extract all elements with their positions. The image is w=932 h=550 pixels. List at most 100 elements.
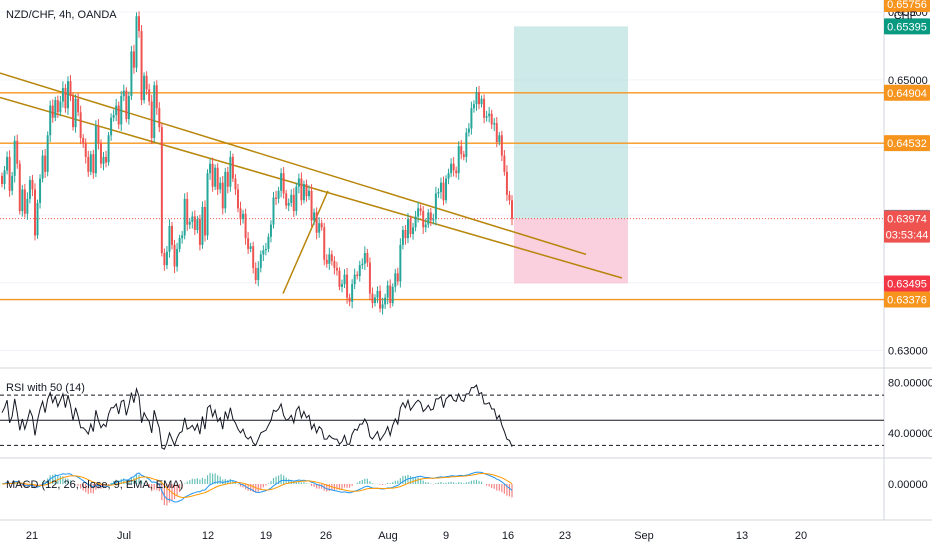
candle-body [465, 132, 468, 157]
candle-body [308, 190, 311, 197]
candle-body [74, 98, 77, 128]
candle-body [404, 230, 407, 239]
x-tick-label: 12 [202, 530, 214, 542]
candle-body [305, 184, 308, 197]
candle-body [498, 135, 501, 143]
candle-body [401, 230, 404, 245]
candle-body [442, 182, 445, 201]
candle-body [412, 227, 415, 235]
candle-body [214, 167, 217, 187]
candle-body [292, 194, 295, 212]
x-tick-label: Jul [117, 530, 131, 542]
stop-zone [514, 218, 628, 284]
candle-body [21, 189, 24, 212]
candle-body [490, 113, 493, 125]
candle-body [84, 143, 87, 157]
price-badge [884, 291, 930, 308]
candle-body [163, 253, 166, 266]
candle-body [69, 81, 72, 97]
candle-body [66, 81, 69, 109]
candle-body [44, 155, 47, 172]
currency-label: CHF [894, 10, 917, 22]
candle-body [429, 212, 432, 221]
candle-body [346, 274, 349, 298]
candle-body [356, 274, 359, 276]
candle-body [115, 105, 118, 115]
candle-body [439, 182, 442, 193]
candle-body [511, 200, 513, 219]
candle-body [239, 208, 242, 220]
candle-body [117, 105, 120, 125]
candle-body [89, 154, 92, 172]
price-badge-label: 0.65395 [887, 21, 927, 33]
x-tick-label: Aug [378, 530, 398, 542]
candle-body [267, 236, 270, 249]
candle-body [297, 178, 300, 187]
candle-body [211, 163, 214, 187]
x-tick-label: 19 [260, 530, 272, 542]
candle-body [450, 163, 453, 174]
candle-body [36, 202, 39, 236]
candle-body [414, 216, 417, 228]
candle-body [54, 100, 57, 118]
x-tick-label: 9 [443, 530, 449, 542]
x-tick-label: 20 [795, 530, 807, 542]
candle-body [363, 253, 366, 264]
candle-body [203, 207, 206, 236]
candle-body [11, 175, 14, 191]
candle-body [480, 98, 483, 105]
candle-body [500, 135, 503, 156]
candle-body [295, 186, 298, 212]
candle-body [209, 163, 212, 174]
candle-body [424, 224, 427, 228]
price-badge-label: 0.64904 [887, 88, 927, 100]
price-badge-label: 0.63376 [887, 295, 927, 307]
candle-body [275, 197, 278, 199]
candle-body [409, 219, 412, 235]
candle-body [105, 156, 108, 163]
candle-body [452, 163, 455, 171]
candle-body [313, 212, 316, 221]
trendline [282, 190, 329, 294]
candle-body [290, 194, 293, 203]
candle-body [419, 208, 422, 212]
candle-body [231, 156, 234, 179]
price-badge [884, 18, 930, 35]
rsi-line [1, 384, 513, 450]
candle-body [59, 101, 62, 113]
candle-body [97, 125, 100, 144]
trendline [0, 72, 587, 256]
candle-body [3, 170, 6, 184]
candle-body [193, 216, 196, 230]
rsi-title: RSI with 50 (14) [6, 382, 85, 394]
candle-body [399, 244, 402, 282]
candle-body [206, 173, 209, 236]
candle-body [216, 167, 219, 190]
candle-body [351, 284, 354, 302]
price-badge [884, 135, 930, 152]
candle-body [102, 156, 105, 164]
candle-body [389, 285, 392, 304]
candle-body [272, 197, 275, 225]
candle-body [33, 189, 36, 236]
candle-body [373, 297, 376, 304]
candle-body [178, 238, 181, 249]
candle-body [158, 108, 161, 128]
macd-title: MACD (12, 26, close, 9, EMA, EMA) [6, 479, 183, 491]
candle-body [165, 251, 168, 266]
candle-body [236, 189, 239, 209]
candle-body [148, 89, 151, 102]
candle-body [368, 262, 371, 294]
price-badge-label: 0.65756 [887, 0, 927, 11]
candle-body [127, 96, 130, 120]
candle-body [277, 190, 280, 199]
candle-body [417, 208, 420, 217]
candle-body [508, 194, 511, 201]
candle-body [219, 182, 222, 190]
candle-body [150, 101, 153, 138]
x-tick-label: 26 [320, 530, 332, 542]
candle-body [64, 87, 67, 109]
candle-body [183, 198, 186, 236]
